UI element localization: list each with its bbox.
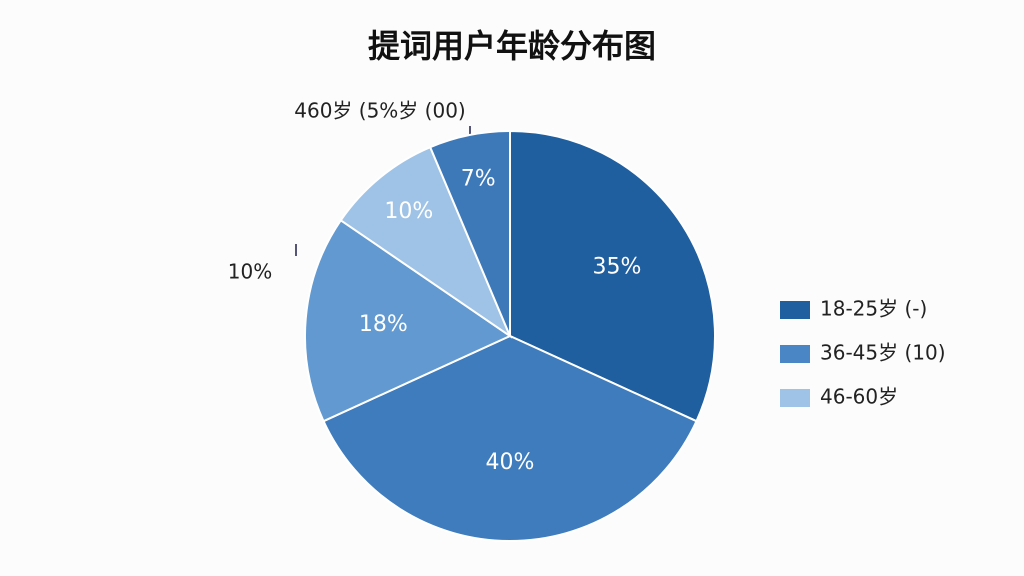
pie-slice — [339, 145, 513, 339]
pie-slice — [322, 334, 698, 543]
legend-swatch — [780, 345, 810, 363]
legend-label: 46-60岁 — [820, 385, 898, 409]
legend-swatch — [780, 389, 810, 407]
data-label: 10% — [384, 199, 433, 224]
data-label: 7% — [461, 166, 496, 191]
pie-slice — [304, 218, 513, 423]
chart-title: 提词用户年龄分布图 — [368, 27, 656, 65]
data-label: 18% — [359, 312, 408, 337]
data-label: 35% — [592, 254, 641, 279]
pie-slice — [509, 129, 716, 423]
annotation: 10% — [228, 260, 272, 284]
legend-label: 36-45岁 (10) — [820, 341, 946, 365]
legend-label: 18-25岁 (-) — [820, 297, 927, 321]
legend-swatch — [780, 301, 810, 319]
data-label: 40% — [486, 450, 535, 475]
annotation: 460岁 (5%岁 (00) — [294, 99, 465, 123]
pie-slice — [428, 129, 511, 337]
